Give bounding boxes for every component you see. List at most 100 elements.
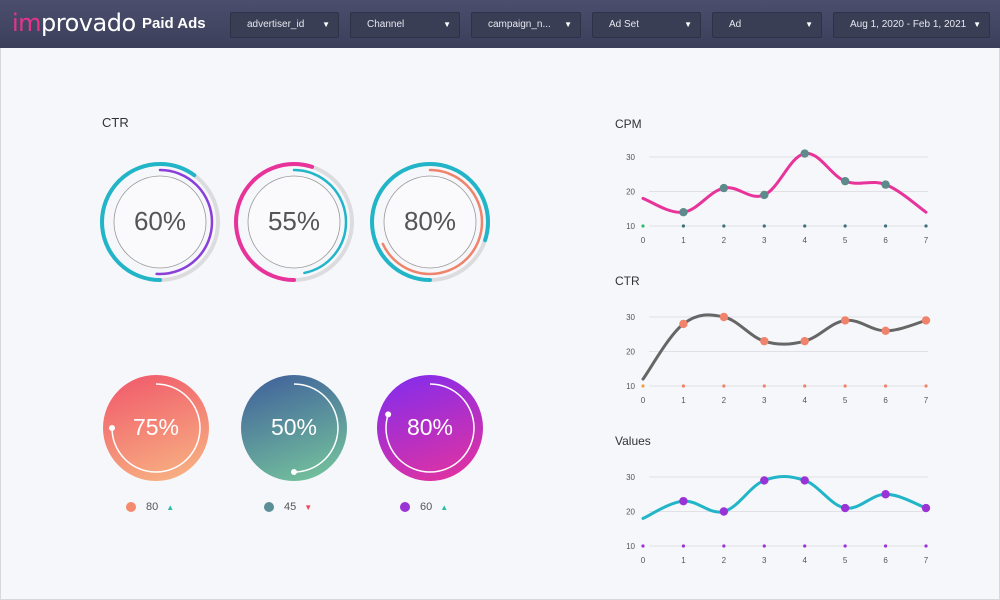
data-point	[921, 503, 931, 513]
filter-channel[interactable]: Channel ▼	[350, 12, 460, 38]
x-tick-label: 5	[843, 236, 848, 245]
filter-ad[interactable]: Ad ▼	[712, 12, 822, 38]
legend-value: 60	[420, 501, 433, 513]
filter-ad-set[interactable]: Ad Set ▼	[592, 12, 701, 38]
x-tick-label: 2	[722, 396, 727, 405]
legend-value: 80	[146, 501, 159, 513]
x-tick-label: 0	[641, 396, 646, 405]
gauge-arc-svg	[385, 383, 475, 473]
logo-rest: provado	[41, 9, 136, 37]
trend-down-icon: ▼	[304, 502, 313, 512]
baseline-dot	[762, 224, 766, 228]
x-tick-label: 6	[883, 396, 888, 405]
x-tick-label: 2	[722, 236, 727, 245]
baseline-dot	[924, 544, 928, 548]
filter-label: Channel	[367, 19, 405, 30]
data-point	[679, 496, 688, 506]
baseline-dot	[722, 544, 726, 548]
baseline-dot	[681, 544, 686, 548]
chevron-down-icon: ▼	[684, 20, 692, 29]
baseline-dot	[722, 384, 726, 388]
legend-dot	[264, 502, 274, 512]
baseline-dot	[803, 224, 807, 228]
gauge-legend: 45 ▼	[264, 501, 312, 513]
ring-value-label: 55%	[267, 206, 321, 236]
ring-outer-arc	[100, 162, 220, 282]
chevron-down-icon: ▼	[805, 20, 813, 29]
x-tick-label: 5	[843, 556, 848, 565]
legend-dot	[126, 502, 136, 512]
baseline-dot	[762, 384, 766, 388]
filter-label: campaign_n...	[488, 19, 551, 30]
x-tick-label: 3	[762, 236, 767, 245]
ctr-ring-gauge-2	[232, 160, 356, 289]
gauge-knob	[385, 411, 392, 418]
ctr-section-title: CTR	[102, 115, 129, 130]
logo-prefix: im	[12, 9, 42, 37]
x-tick-label: 3	[762, 556, 767, 565]
data-point	[840, 503, 850, 513]
chevron-down-icon: ▼	[973, 20, 981, 29]
data-point	[760, 476, 769, 485]
cpm-line-chart: 10 20 30 0 1 2 3 4 5 6 7	[626, 149, 929, 245]
x-tick-label: 0	[641, 556, 646, 565]
ring-outer-arc	[370, 162, 490, 282]
gauge-value-label: 50%	[270, 414, 318, 440]
ring-inner-arc	[240, 168, 348, 276]
y-tick-label: 20	[626, 348, 635, 357]
x-tick-label: 1	[681, 556, 686, 565]
chevron-down-icon: ▼	[322, 20, 330, 29]
data-point	[881, 490, 890, 499]
baseline-dot	[762, 544, 766, 548]
series-line	[641, 152, 928, 214]
filter-advertiser-id[interactable]: advertiser_id ▼	[230, 12, 339, 38]
gauge-legend: 80 ▲	[126, 501, 174, 513]
trend-up-icon: ▲	[166, 502, 175, 512]
x-tick-label: 4	[802, 556, 807, 565]
baseline-dot	[843, 544, 847, 548]
data-point	[719, 183, 729, 193]
y-tick-label: 20	[626, 188, 635, 197]
filter-label: Aug 1, 2020 - Feb 1, 2021	[850, 19, 967, 30]
x-tick-label: 5	[843, 396, 848, 405]
baseline-dot	[883, 544, 888, 548]
x-tick-label: 3	[762, 396, 767, 405]
data-point	[679, 319, 688, 329]
data-point	[760, 336, 769, 346]
gradient-gauge-2	[241, 375, 347, 481]
baseline-dot	[803, 544, 807, 548]
filter-date-range[interactable]: Aug 1, 2020 - Feb 1, 2021 ▼	[833, 12, 990, 38]
ring-inner-arc	[376, 168, 484, 276]
chevron-down-icon: ▼	[564, 20, 572, 29]
improvado-logo[interactable]: improvado	[12, 9, 136, 37]
baseline-dot	[722, 224, 726, 228]
x-tick-label: 7	[924, 236, 929, 245]
chart-title-values: Values	[615, 434, 651, 448]
filter-campaign[interactable]: campaign_n... ▼	[471, 12, 581, 38]
baseline-dot	[924, 384, 928, 388]
gradient-gauge-1	[103, 375, 209, 481]
top-header: improvado Paid Ads advertiser_id ▼ Channe…	[0, 0, 1000, 48]
ring-value-label: 80%	[403, 206, 457, 236]
ring-inner-arc	[106, 168, 214, 276]
baseline-dot	[924, 224, 928, 228]
data-point	[719, 507, 729, 516]
x-tick-label: 6	[883, 236, 888, 245]
filter-label: advertiser_id	[247, 19, 305, 30]
trend-up-icon: ▲	[440, 502, 449, 512]
gauge-progress-arc	[385, 383, 475, 473]
ring-gauge-svg	[100, 162, 220, 282]
gauge-value-label: 80%	[406, 414, 454, 440]
data-point	[760, 190, 769, 200]
data-point	[921, 316, 931, 325]
baseline-dot	[641, 224, 645, 228]
chart-title-ctr: CTR	[615, 274, 640, 288]
ctr-ring-gauge-1	[98, 160, 222, 289]
y-tick-label: 20	[626, 508, 635, 517]
data-point	[881, 180, 890, 189]
y-tick-label: 10	[626, 542, 635, 551]
baseline-dot	[843, 224, 847, 228]
data-point	[800, 336, 809, 346]
y-tick-label: 30	[626, 313, 635, 322]
data-point	[840, 316, 850, 325]
